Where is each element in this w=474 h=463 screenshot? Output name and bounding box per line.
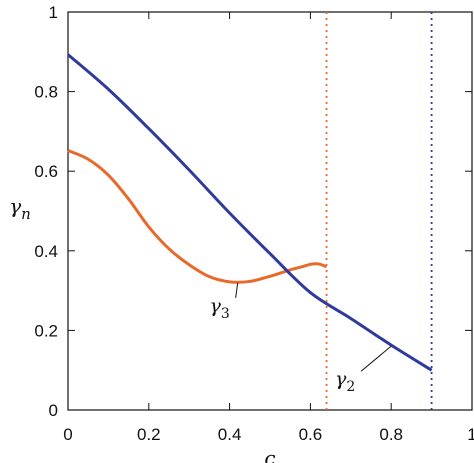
- x-tick-label: 0.8: [379, 425, 403, 444]
- annotation-pointer: [235, 282, 239, 298]
- plot-border: [67, 11, 473, 411]
- series-line: [67, 53, 433, 372]
- series-label: γ3: [210, 295, 230, 322]
- y-tick-label: 0.4: [34, 242, 58, 261]
- x-axis-title: c: [264, 446, 275, 463]
- y-tick-label: 1: [49, 3, 58, 22]
- x-tick-label: 1: [467, 425, 474, 444]
- plot-frame: [67, 11, 473, 411]
- series-lines: [67, 53, 433, 372]
- x-tick-label: 0.6: [299, 425, 323, 444]
- x-tick-label: 0: [63, 425, 72, 444]
- y-tick-label: 0: [49, 401, 58, 420]
- reference-lines: [325, 12, 433, 410]
- y-tick-label: 0.2: [34, 321, 58, 340]
- x-tick-label: 0.2: [137, 425, 161, 444]
- annotation-pointer: [360, 345, 392, 372]
- series-label: γ2: [335, 368, 355, 395]
- series-line: [67, 149, 328, 284]
- y-axis-title: γn: [9, 194, 31, 223]
- y-tick-label: 0.6: [34, 162, 58, 181]
- x-tick-label: 0.4: [218, 425, 242, 444]
- axis-ticks: [67, 11, 473, 411]
- y-tick-label: 0.8: [34, 83, 58, 102]
- annotations: γ3 γ2: [210, 282, 392, 395]
- tick-labels: 0 0.2 0.4 0.6 0.8 1 0 0.2 0.4 0.6 0.8 1: [34, 3, 474, 444]
